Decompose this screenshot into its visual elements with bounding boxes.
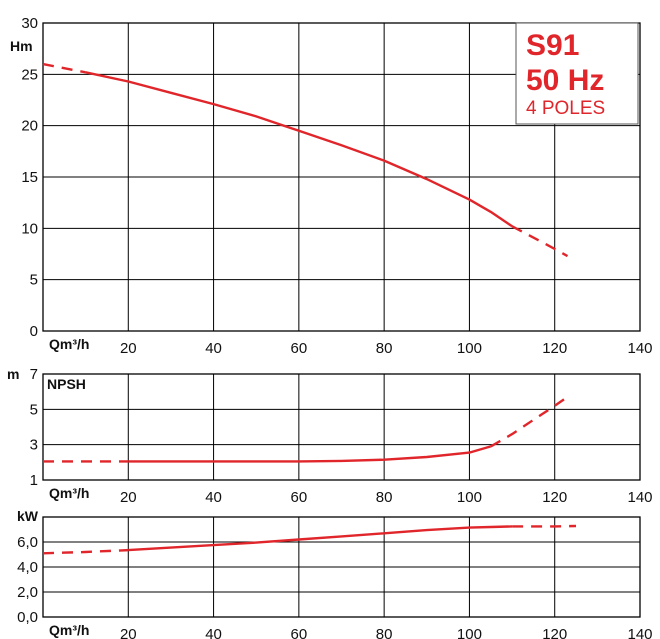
power-y-unit-label: kW (17, 508, 39, 524)
npsh-x-tick-label: 100 (457, 489, 482, 506)
npsh-y-tick-label: 5 (30, 401, 38, 418)
npsh-y-tick-label: 7 (30, 366, 38, 383)
npsh-title: NPSH (47, 376, 86, 392)
power-x-tick-label: 20 (120, 626, 137, 639)
grid-layer (42, 22, 641, 618)
npsh-y-unit-label: m (7, 366, 19, 382)
npsh-x-tick-label: 140 (627, 489, 652, 506)
head-curve-end-dashed (511, 225, 569, 258)
power-x-tick-label: 120 (542, 626, 567, 639)
head-y-tick-label: 10 (21, 220, 38, 237)
npsh-x-unit-label: Qm³/h (49, 485, 89, 501)
npsh-x-tick-label: 80 (376, 489, 393, 506)
model-badge-frame (515, 22, 639, 125)
power-x-tick-label: 40 (205, 626, 222, 639)
npsh-y-tick-label: 1 (30, 472, 38, 489)
power-curve-solid (128, 525, 513, 552)
head-x-tick-label: 60 (291, 340, 308, 357)
head-x-tick-label: 20 (120, 340, 137, 357)
power-y-tick-label: 2,0 (17, 584, 38, 601)
npsh-curve-solid (128, 445, 492, 463)
head-curve-solid (85, 71, 513, 228)
curves-layer (42, 62, 577, 555)
head-x-tick-label: 140 (627, 340, 652, 357)
poles-label: 4 POLES (526, 98, 605, 119)
head-y-tick-label: 5 (30, 272, 38, 289)
model-name: S91 (526, 29, 579, 62)
head-x-tick-label: 100 (457, 340, 482, 357)
head-y-tick-label: 25 (21, 66, 38, 83)
head-x-tick-label: 80 (376, 340, 393, 357)
power-y-tick-label: 4,0 (17, 559, 38, 576)
npsh-frame (42, 373, 641, 481)
power-x-tick-label: 100 (457, 626, 482, 639)
head-y-tick-label: 20 (21, 118, 38, 135)
npsh-x-tick-label: 40 (205, 489, 222, 506)
power-x-tick-label: 140 (627, 626, 652, 639)
power-x-tick-label: 80 (376, 626, 393, 639)
npsh-x-tick-label: 120 (542, 489, 567, 506)
npsh-x-tick-label: 60 (291, 489, 308, 506)
head-y-tick-label: 15 (21, 169, 38, 186)
head-y-unit-label: Hm (10, 38, 33, 54)
npsh-y-tick-label: 3 (30, 437, 38, 454)
power-curve-start-dashed (42, 548, 129, 555)
head-y-tick-label: 0 (30, 323, 38, 340)
power-y-tick-label: 0,0 (17, 609, 38, 626)
head-x-tick-label: 40 (205, 340, 222, 357)
head-y-tick-label: 30 (21, 15, 38, 32)
head-x-tick-label: 120 (542, 340, 567, 357)
model-badge: S91 50 Hz 4 POLES (515, 22, 639, 125)
frequency-label: 50 Hz (526, 64, 604, 97)
power-y-tick-label: 6,0 (17, 534, 38, 551)
power-x-tick-label: 60 (291, 626, 308, 639)
npsh-x-tick-label: 20 (120, 489, 137, 506)
power-x-unit-label: Qm³/h (49, 622, 89, 638)
head-curve-start-dashed (42, 62, 86, 74)
head-x-unit-label: Qm³/h (49, 336, 89, 352)
npsh-curve-end-dashed (490, 396, 569, 448)
